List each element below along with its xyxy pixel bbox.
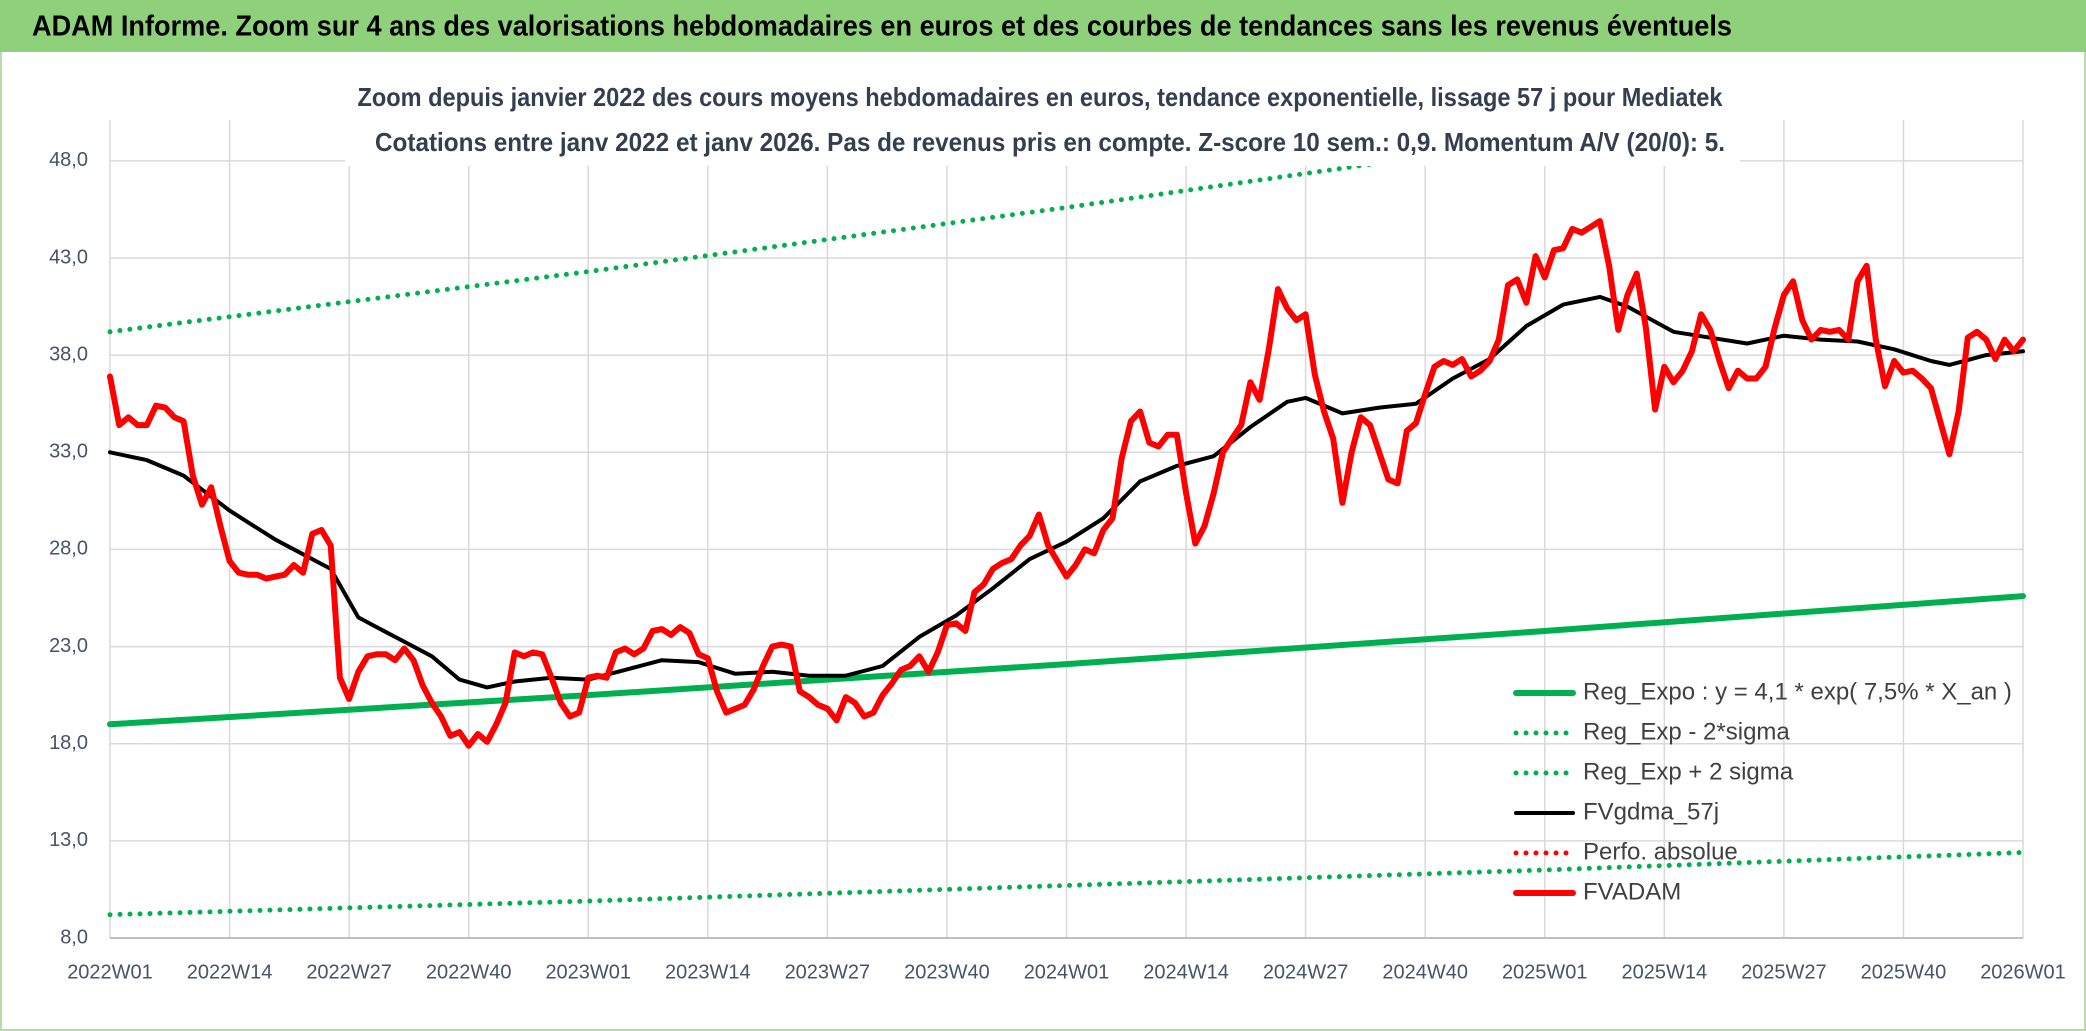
series-line bbox=[107, 593, 2026, 728]
x-tick-label: 2023W27 bbox=[785, 961, 871, 983]
legend-label: Reg_Expo : y = 4,1 * exp( 7,5% * X_an ) bbox=[1583, 678, 2012, 705]
x-tick-label: 2026W01 bbox=[1980, 961, 2066, 983]
chart-title: ADAM Informe. Zoom sur 4 ans des valoris… bbox=[32, 11, 1732, 43]
series-line bbox=[107, 122, 1675, 335]
x-tick-label: 2024W14 bbox=[1143, 961, 1229, 983]
legend-label: FVgdma_57j bbox=[1583, 798, 1719, 825]
x-tick-label: 2025W14 bbox=[1622, 961, 1708, 983]
chart-subtitle: Zoom depuis janvier 2022 des cours moyen… bbox=[358, 82, 1723, 112]
axes: 8,0 13,0 18,0 23,0 28,0 33,0 38,0 43,0 48,0 2022W… bbox=[49, 149, 2066, 983]
x-tick-label: 2023W14 bbox=[665, 961, 751, 983]
x-tick-label: 2025W01 bbox=[1502, 961, 1588, 983]
subtitle-background bbox=[345, 78, 1740, 166]
y-tick-label: 13,0 bbox=[49, 829, 88, 851]
legend-label: FVADAM bbox=[1583, 878, 1681, 905]
series-line bbox=[108, 294, 2025, 690]
y-tick-label: 38,0 bbox=[49, 343, 88, 365]
y-tick-label: 23,0 bbox=[49, 635, 88, 657]
series-line bbox=[107, 850, 2026, 918]
y-tick-label: 33,0 bbox=[49, 441, 88, 463]
x-tick-label: 2024W01 bbox=[1024, 961, 1110, 983]
legend-label: Perfo. absolue bbox=[1583, 838, 1738, 865]
legend-label: Reg_Exp + 2 sigma bbox=[1583, 758, 1794, 785]
y-tick-label: 8,0 bbox=[60, 926, 88, 948]
legend-label: Reg_Exp - 2*sigma bbox=[1583, 718, 1790, 745]
y-tick-label: 43,0 bbox=[49, 246, 88, 268]
x-tick-label: 2022W27 bbox=[306, 961, 392, 983]
x-tick-label: 2025W27 bbox=[1741, 961, 1827, 983]
title-bar bbox=[0, 0, 2086, 52]
chart-subtitle: Cotations entre janv 2022 et janv 2026. … bbox=[375, 127, 1725, 157]
series-layer bbox=[107, 122, 2026, 918]
x-tick-label: 2022W40 bbox=[426, 961, 512, 983]
x-tick-label: 2022W14 bbox=[187, 961, 273, 983]
y-tick-label: 28,0 bbox=[49, 538, 88, 560]
grid bbox=[109, 120, 2024, 939]
series-line bbox=[107, 218, 2026, 749]
y-tick-label: 48,0 bbox=[49, 149, 88, 171]
x-tick-label: 2025W40 bbox=[1861, 961, 1947, 983]
x-tick-label: 2022W01 bbox=[67, 961, 153, 983]
x-tick-label: 2023W40 bbox=[904, 961, 990, 983]
x-tick-label: 2023W01 bbox=[545, 961, 631, 983]
legend: Reg_Expo : y = 4,1 * exp( 7,5% * X_an ) R… bbox=[1513, 678, 2012, 905]
y-tick-label: 18,0 bbox=[49, 732, 88, 754]
x-tick-label: 2024W40 bbox=[1382, 961, 1468, 983]
x-tick-label: 2024W27 bbox=[1263, 961, 1349, 983]
